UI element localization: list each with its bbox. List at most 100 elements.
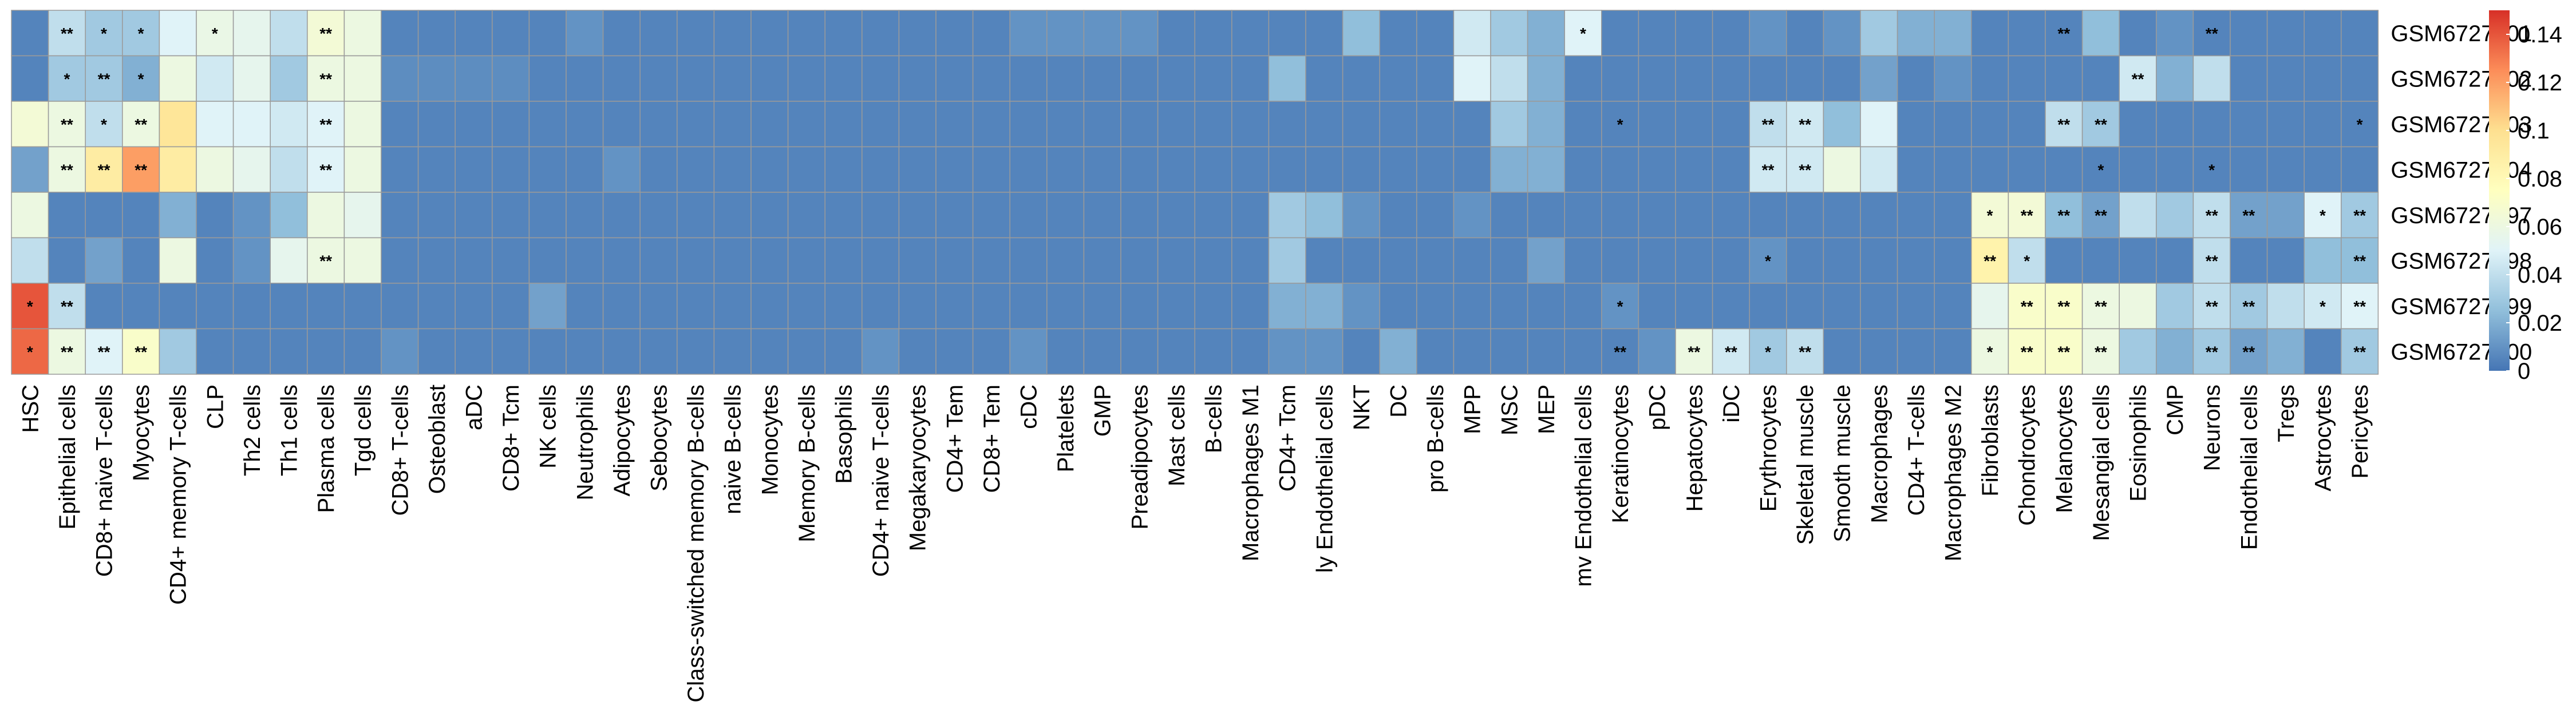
heatmap-cell <box>1860 10 1898 57</box>
heatmap-cell <box>1453 328 1491 375</box>
significance-mark: ** <box>2057 116 2070 133</box>
column-label: Basophils <box>832 385 857 484</box>
heatmap-cell <box>232 192 271 239</box>
heatmap-cell <box>159 283 197 330</box>
heatmap-cell <box>2192 10 2231 57</box>
column-label: Fibroblasts <box>1978 385 2003 497</box>
heatmap-cell <box>1712 10 1750 57</box>
heatmap-cell <box>1046 283 1085 330</box>
column-label: Sebocytes <box>647 385 672 492</box>
column-label: Keratinocytes <box>1608 385 1633 523</box>
column-label: Macrophages <box>1867 385 1892 523</box>
heatmap-cell <box>48 283 86 330</box>
heatmap-cell <box>270 192 308 239</box>
heatmap-cell <box>1120 146 1159 193</box>
heatmap-cell <box>159 328 197 375</box>
heatmap-cell <box>713 237 752 284</box>
heatmap-cell <box>2119 283 2157 330</box>
heatmap-cell <box>343 146 382 193</box>
heatmap-cell <box>713 328 752 375</box>
heatmap-cell <box>862 328 900 375</box>
significance-mark: ** <box>319 25 332 42</box>
significance-mark: ** <box>1762 161 1775 179</box>
heatmap-cell <box>713 101 752 148</box>
heatmap-cell <box>898 101 937 148</box>
heatmap-cell <box>455 328 493 375</box>
heatmap-cell <box>1638 146 1676 193</box>
heatmap-cell <box>602 10 641 57</box>
heatmap-cell <box>862 101 900 148</box>
heatmap-cell <box>1897 146 1935 193</box>
heatmap-cell <box>787 283 825 330</box>
heatmap-cell <box>1305 10 1344 57</box>
significance-mark: ** <box>2242 298 2255 315</box>
heatmap-cell <box>492 237 530 284</box>
heatmap-cell <box>1490 55 1528 102</box>
heatmap-cell <box>343 237 382 284</box>
heatmap-cell <box>85 283 123 330</box>
significance-mark: ** <box>2206 252 2218 270</box>
heatmap-cell <box>824 237 863 284</box>
heatmap-cell <box>935 283 974 330</box>
heatmap-cell <box>1231 101 1270 148</box>
significance-mark: * <box>2097 161 2104 179</box>
significance-mark: ** <box>135 343 147 360</box>
heatmap-cell <box>1268 283 1306 330</box>
heatmap-cell <box>1934 146 1972 193</box>
heatmap-cell <box>750 146 789 193</box>
heatmap-cell <box>528 146 567 193</box>
heatmap-cell <box>159 192 197 239</box>
heatmap-cell <box>1120 237 1159 284</box>
colorbar-tick-label: 0.1 <box>2518 118 2550 144</box>
heatmap-cell <box>159 55 197 102</box>
significance-mark: ** <box>2353 252 2366 270</box>
heatmap-cell <box>1453 10 1491 57</box>
column-label: NK cells <box>536 385 561 469</box>
heatmap-cell <box>972 283 1010 330</box>
colorbar-tick-label: 0.02 <box>2518 311 2562 336</box>
heatmap-cell <box>1823 101 1861 148</box>
column-label: Melanocytes <box>2052 385 2077 513</box>
heatmap-cell <box>381 237 419 284</box>
heatmap-cell <box>1194 192 1232 239</box>
column-label: Th2 cells <box>240 385 265 476</box>
heatmap-cell <box>1971 237 2009 284</box>
heatmap-cell <box>1527 237 1565 284</box>
heatmap-cell <box>1638 328 1676 375</box>
heatmap-cell <box>1675 237 1713 284</box>
heatmap-cell <box>1675 328 1713 375</box>
significance-mark: ** <box>2206 207 2218 224</box>
significance-mark: ** <box>2095 116 2107 133</box>
heatmap-cell <box>1712 192 1750 239</box>
heatmap-cell <box>2119 101 2157 148</box>
column-label: Mesangial cells <box>2089 385 2114 541</box>
heatmap-cell <box>2156 101 2194 148</box>
heatmap-cell <box>1305 328 1344 375</box>
heatmap-cell <box>1934 101 1972 148</box>
heatmap-cell <box>1157 283 1195 330</box>
heatmap-cell <box>1157 192 1195 239</box>
heatmap-cell <box>307 328 345 375</box>
column-label: Chondrocytes <box>2015 385 2040 526</box>
significance-mark: ** <box>2353 343 2366 360</box>
heatmap-cell <box>2119 328 2157 375</box>
heatmap-cell <box>2230 283 2268 330</box>
heatmap-cell <box>232 55 271 102</box>
heatmap-cell <box>417 328 456 375</box>
heatmap-cell <box>935 328 974 375</box>
heatmap-cell <box>677 101 715 148</box>
column-label: Adipocytes <box>610 385 635 497</box>
heatmap-cell <box>1009 283 1048 330</box>
heatmap-cell <box>1934 237 1972 284</box>
heatmap-cell <box>492 101 530 148</box>
heatmap-cell <box>1416 10 1455 57</box>
heatmap-cell <box>2156 10 2194 57</box>
heatmap-cell <box>1934 10 1972 57</box>
heatmap-cell <box>1194 101 1232 148</box>
heatmap-cell <box>2304 237 2342 284</box>
heatmap-cell <box>1342 146 1380 193</box>
heatmap-cell <box>2081 101 2120 148</box>
column-label: CLP <box>203 385 228 429</box>
heatmap-cell <box>11 192 49 239</box>
heatmap-cell <box>1749 10 1787 57</box>
